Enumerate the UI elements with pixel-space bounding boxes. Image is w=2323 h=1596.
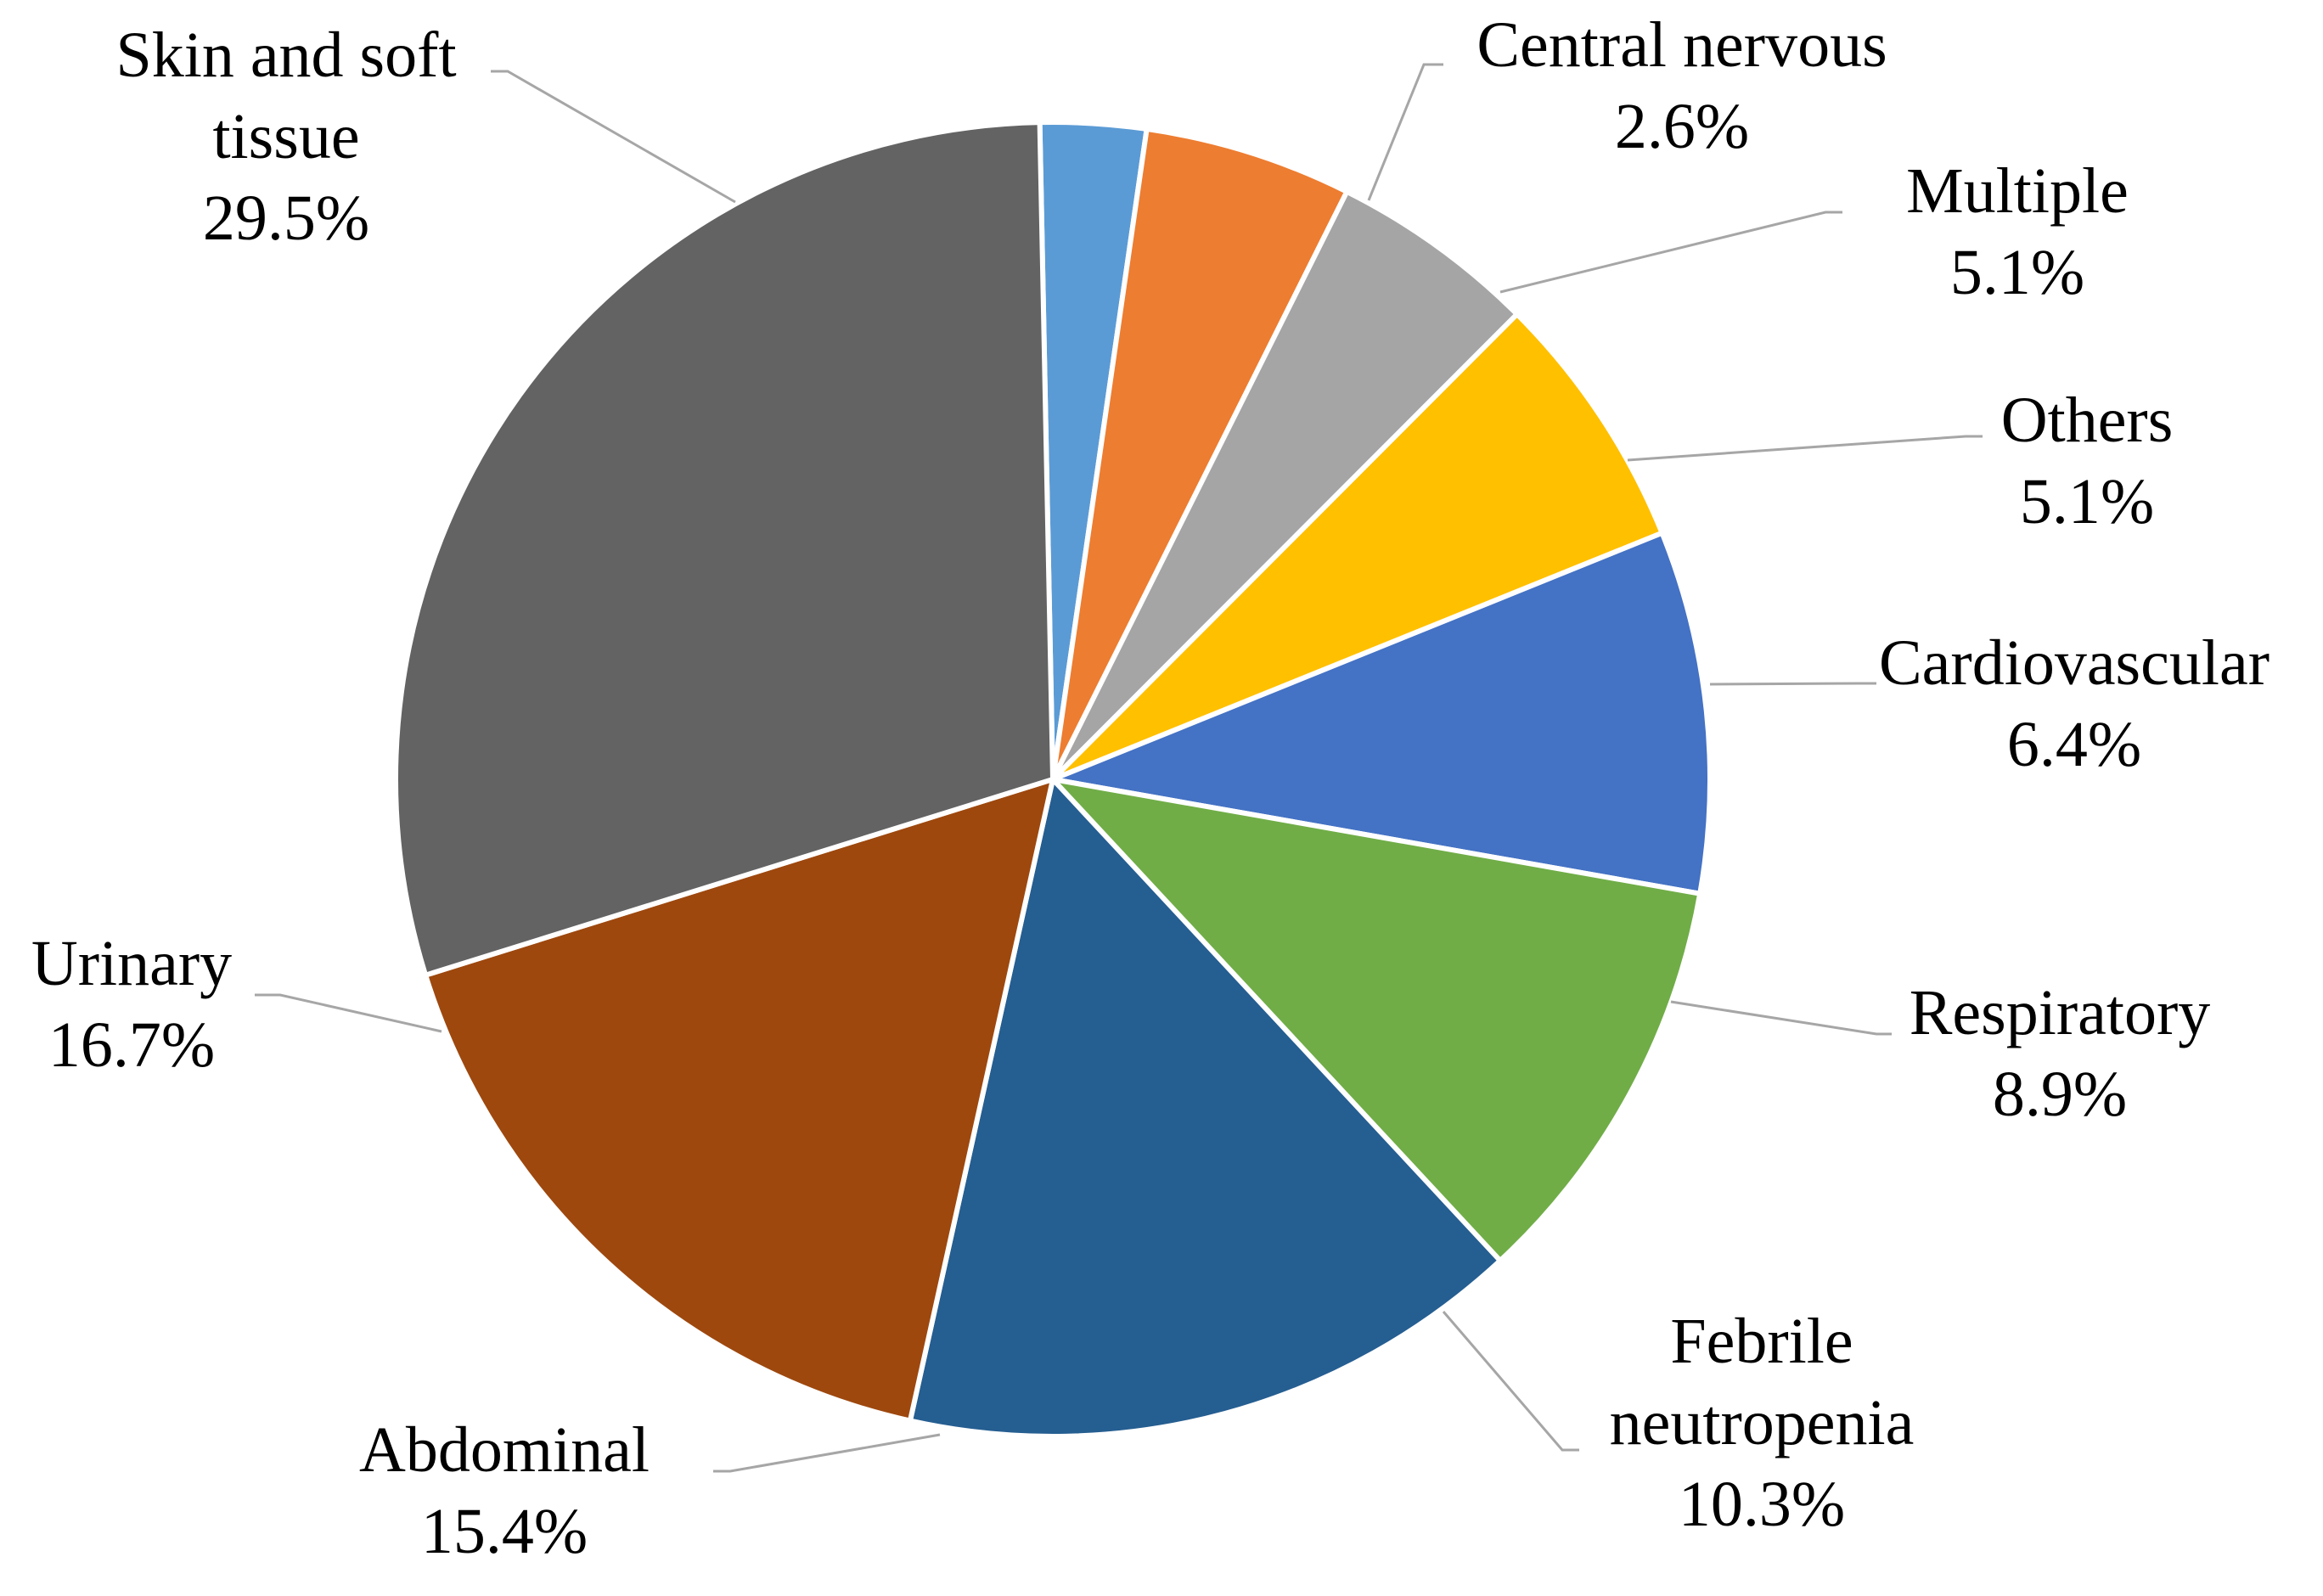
leader-line (255, 993, 442, 1033)
data-label-name: Central nervous (1476, 9, 1887, 81)
data-label: Cardiovascular 6.4% (1879, 627, 2270, 780)
data-label-value: 15.4% (421, 1496, 588, 1567)
data-label: Febrile neutropenia 10.3% (1610, 1306, 1915, 1540)
data-label: Abdominal 15.4% (359, 1414, 650, 1567)
data-label-name: Urinary (31, 928, 232, 999)
data-label-name: Abdominal (359, 1414, 650, 1486)
data-label: Skin and soft tissue 29.5% (115, 20, 456, 254)
pie-slice-febrile-neutropenia (1050, 777, 1703, 1263)
leader-line (1367, 63, 1443, 201)
pie-slice-cardiovascular (1050, 312, 1665, 782)
pie-slice-multiple (1050, 126, 1350, 782)
data-label-value: 2.6% (1615, 91, 1749, 162)
leader-line (491, 70, 736, 204)
data-label-value: 8.9% (1993, 1059, 2127, 1130)
data-label-value: 29.5% (203, 183, 369, 254)
data-label: Respiratory 8.9% (1910, 977, 2211, 1130)
data-label-value: 5.1% (1950, 237, 2084, 308)
pie-slice-skin-and-soft-tissue (393, 120, 1055, 978)
leader-line (1670, 1000, 1892, 1036)
data-label-name: Respiratory (1910, 977, 2211, 1048)
leader-line (1709, 682, 1876, 686)
data-label-value: 5.1% (2020, 466, 2154, 537)
leader-line (1499, 211, 1842, 294)
leader-line (1442, 1311, 1579, 1452)
data-label-value: 16.7% (48, 1009, 215, 1081)
leader-line (1627, 435, 1983, 462)
data-label: Central nervous 2.6% (1476, 9, 1887, 162)
data-label: Others 5.1% (2001, 385, 2174, 537)
pie-slice-urinary (423, 777, 1055, 1424)
slice-labels: Central nervous 2.6% Multiple 5.1% Others 5.1… (31, 9, 2270, 1567)
data-label-name: Febrile (1670, 1306, 1853, 1377)
data-label-value: 6.4% (2007, 709, 2141, 780)
pie-slice-abdominal (907, 777, 1503, 1439)
data-label-value: 10.3% (1679, 1469, 1845, 1540)
data-label-name: neutropenia (1610, 1387, 1915, 1458)
leader-lines (255, 63, 1983, 1473)
data-label: Multiple 5.1% (1906, 155, 2129, 308)
data-label-name: Cardiovascular (1879, 627, 2270, 699)
data-label: Urinary 16.7% (31, 928, 232, 1081)
pie-slice-respiratory (1050, 530, 1713, 896)
pie-slice-others (1050, 188, 1520, 782)
leader-line (713, 1433, 941, 1473)
data-label-name: Others (2001, 385, 2174, 456)
data-label-name: Skin and soft (115, 20, 456, 91)
pie-slices (393, 120, 1713, 1439)
data-label-name: tissue (212, 101, 359, 172)
data-label-name: Multiple (1906, 155, 2129, 227)
